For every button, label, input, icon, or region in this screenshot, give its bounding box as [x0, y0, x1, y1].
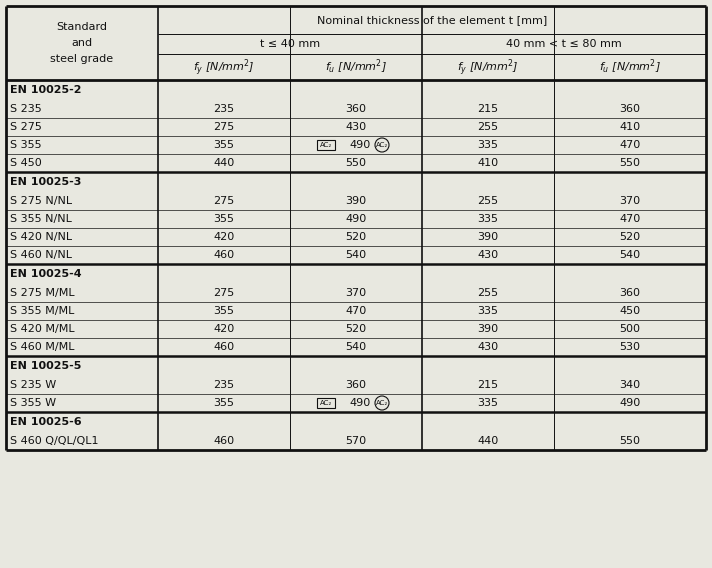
- Text: EN 10025-3: EN 10025-3: [10, 177, 81, 187]
- Text: S 420 N/NL: S 420 N/NL: [10, 232, 72, 242]
- Text: 410: 410: [478, 158, 498, 168]
- Text: 520: 520: [345, 232, 367, 242]
- Text: 460: 460: [214, 342, 234, 352]
- Text: 470: 470: [619, 140, 641, 150]
- Text: AC₂: AC₂: [376, 400, 388, 406]
- Text: 540: 540: [345, 250, 367, 260]
- Text: AC₂: AC₂: [376, 142, 388, 148]
- Text: 440: 440: [214, 158, 235, 168]
- Text: 215: 215: [478, 380, 498, 390]
- Text: S 460 N/NL: S 460 N/NL: [10, 250, 72, 260]
- Text: S 420 M/ML: S 420 M/ML: [10, 324, 75, 334]
- Text: $f_y$ [N/mm$^2$]: $f_y$ [N/mm$^2$]: [193, 56, 255, 77]
- Text: 235: 235: [214, 380, 234, 390]
- Text: 390: 390: [478, 232, 498, 242]
- Text: 490: 490: [350, 140, 371, 150]
- Text: 520: 520: [619, 232, 641, 242]
- Text: 550: 550: [345, 158, 367, 168]
- Text: S 235 W: S 235 W: [10, 380, 56, 390]
- Text: 275: 275: [214, 196, 235, 206]
- Text: 470: 470: [619, 214, 641, 224]
- Text: S 355 W: S 355 W: [10, 398, 56, 408]
- Text: S 460 M/ML: S 460 M/ML: [10, 342, 75, 352]
- Text: 490: 490: [350, 398, 371, 408]
- Text: 360: 360: [619, 104, 641, 114]
- Text: 430: 430: [345, 122, 367, 132]
- Text: 255: 255: [478, 122, 498, 132]
- Text: $f_y$ [N/mm$^2$]: $f_y$ [N/mm$^2$]: [457, 56, 519, 77]
- Text: S 460 Q/QL/QL1: S 460 Q/QL/QL1: [10, 436, 98, 446]
- Text: 550: 550: [619, 436, 641, 446]
- Text: 335: 335: [478, 306, 498, 316]
- Text: 215: 215: [478, 104, 498, 114]
- Text: 255: 255: [478, 288, 498, 298]
- Text: t ≤ 40 mm: t ≤ 40 mm: [260, 39, 320, 49]
- Text: 430: 430: [478, 342, 498, 352]
- Text: 360: 360: [619, 288, 641, 298]
- Text: 430: 430: [478, 250, 498, 260]
- Text: 360: 360: [345, 104, 367, 114]
- Text: S 355 N/NL: S 355 N/NL: [10, 214, 72, 224]
- Text: 355: 355: [214, 214, 234, 224]
- Text: 520: 520: [345, 324, 367, 334]
- Text: S 275 N/NL: S 275 N/NL: [10, 196, 72, 206]
- Text: EN 10025-6: EN 10025-6: [10, 417, 82, 427]
- Text: 355: 355: [214, 140, 234, 150]
- Text: 255: 255: [478, 196, 498, 206]
- Text: EN 10025-2: EN 10025-2: [10, 85, 81, 95]
- Text: 275: 275: [214, 288, 235, 298]
- Text: 40 mm < t ≤ 80 mm: 40 mm < t ≤ 80 mm: [506, 39, 622, 49]
- Text: 440: 440: [477, 436, 498, 446]
- Text: 500: 500: [619, 324, 641, 334]
- Text: 420: 420: [214, 324, 235, 334]
- Text: 335: 335: [478, 214, 498, 224]
- Text: 460: 460: [214, 436, 234, 446]
- Text: 460: 460: [214, 250, 234, 260]
- Text: 235: 235: [214, 104, 234, 114]
- Text: 340: 340: [619, 380, 641, 390]
- Text: Standard
and
steel grade: Standard and steel grade: [51, 22, 113, 64]
- Text: 450: 450: [619, 306, 641, 316]
- Text: 570: 570: [345, 436, 367, 446]
- Text: 530: 530: [619, 342, 641, 352]
- Text: 540: 540: [619, 250, 641, 260]
- Text: S 235: S 235: [10, 104, 42, 114]
- Text: 490: 490: [619, 398, 641, 408]
- Text: $f_u$ [N/mm$^2$]: $f_u$ [N/mm$^2$]: [325, 58, 387, 76]
- Text: AC₂: AC₂: [320, 142, 332, 148]
- Text: S 355 M/ML: S 355 M/ML: [10, 306, 74, 316]
- Text: 360: 360: [345, 380, 367, 390]
- Text: 335: 335: [478, 140, 498, 150]
- Text: S 275: S 275: [10, 122, 42, 132]
- Text: 410: 410: [619, 122, 641, 132]
- Text: Nominal thickness of the element t [mm]: Nominal thickness of the element t [mm]: [317, 15, 547, 25]
- Text: 370: 370: [345, 288, 367, 298]
- Text: 550: 550: [619, 158, 641, 168]
- Text: 490: 490: [345, 214, 367, 224]
- Text: EN 10025-5: EN 10025-5: [10, 361, 81, 371]
- Text: AC₂: AC₂: [320, 400, 332, 406]
- Text: 355: 355: [214, 398, 234, 408]
- Text: 420: 420: [214, 232, 235, 242]
- Text: 355: 355: [214, 306, 234, 316]
- Text: S 450: S 450: [10, 158, 42, 168]
- Text: 370: 370: [619, 196, 641, 206]
- Text: 470: 470: [345, 306, 367, 316]
- Text: 335: 335: [478, 398, 498, 408]
- Text: EN 10025-4: EN 10025-4: [10, 269, 82, 279]
- Text: 390: 390: [345, 196, 367, 206]
- Text: 540: 540: [345, 342, 367, 352]
- Text: $f_u$ [N/mm$^2$]: $f_u$ [N/mm$^2$]: [599, 58, 661, 76]
- Text: 390: 390: [478, 324, 498, 334]
- Text: S 355: S 355: [10, 140, 41, 150]
- Text: 275: 275: [214, 122, 235, 132]
- Text: S 275 M/ML: S 275 M/ML: [10, 288, 75, 298]
